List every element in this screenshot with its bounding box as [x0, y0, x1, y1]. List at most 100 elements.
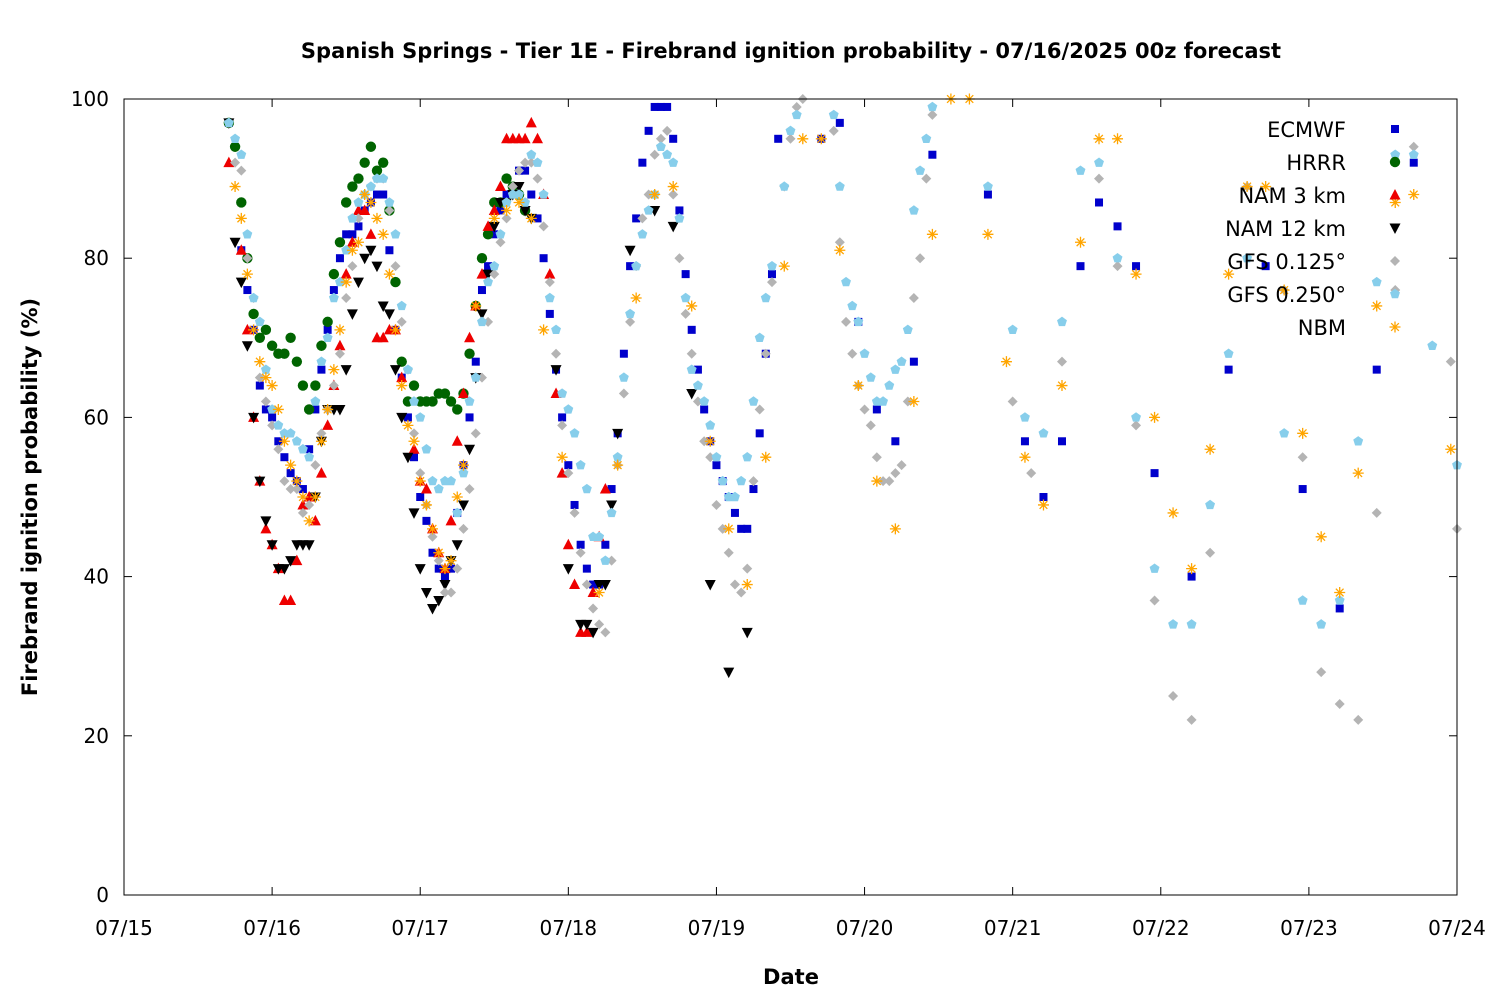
- data-point: [908, 205, 919, 215]
- data-point: [348, 230, 357, 239]
- data-point: [476, 372, 487, 383]
- data-point: [791, 101, 802, 112]
- data-point: [730, 508, 739, 517]
- data-point: [297, 507, 308, 518]
- data-point: [427, 603, 439, 615]
- data-point: [644, 126, 653, 135]
- data-point: [440, 572, 449, 581]
- data-point: [420, 483, 432, 494]
- legend-item: NAM 3 km: [1238, 184, 1401, 208]
- legend-marker: [1389, 321, 1401, 333]
- data-point: [273, 444, 284, 455]
- data-point: [982, 228, 994, 240]
- data-point: [476, 268, 488, 279]
- legend-item: HRRR: [1286, 151, 1401, 175]
- data-point: [1007, 396, 1018, 407]
- data-point: [433, 547, 445, 559]
- data-point: [352, 277, 364, 289]
- data-point: [285, 556, 297, 567]
- data-point: [446, 475, 456, 486]
- data-point: [915, 165, 926, 175]
- data-point: [353, 173, 364, 184]
- data-point: [365, 181, 376, 191]
- data-point: [667, 181, 679, 193]
- data-point: [1056, 356, 1067, 367]
- data-point: [915, 253, 926, 264]
- data-point: [359, 253, 371, 265]
- data-point: [686, 348, 697, 359]
- data-point: [1445, 356, 1456, 367]
- data-point: [655, 141, 666, 151]
- data-point: [589, 580, 598, 589]
- data-point: [675, 206, 684, 215]
- data-point: [445, 514, 457, 526]
- data-point: [396, 371, 408, 383]
- x-tick-label: 07/22: [1132, 916, 1190, 940]
- data-point: [254, 332, 266, 343]
- data-point: [377, 331, 389, 343]
- data-point: [1168, 619, 1179, 629]
- data-point: [334, 339, 346, 351]
- data-point: [255, 381, 264, 390]
- data-point: [390, 276, 401, 288]
- data-point: [495, 237, 506, 248]
- data-point: [260, 324, 272, 336]
- data-point: [625, 316, 636, 327]
- data-point: [501, 197, 512, 207]
- data-point: [389, 324, 401, 336]
- data-point: [286, 469, 295, 478]
- data-point: [828, 109, 839, 120]
- data-point: [274, 437, 283, 446]
- data-point: [828, 125, 839, 136]
- data-point: [1205, 499, 1216, 510]
- data-point: [663, 102, 672, 111]
- data-point: [1334, 587, 1346, 599]
- data-point: [779, 181, 790, 191]
- legend-label: NBM: [1298, 316, 1346, 340]
- data-point: [465, 413, 474, 422]
- data-point: [402, 419, 414, 431]
- data-point: [570, 500, 579, 509]
- data-point: [749, 485, 758, 494]
- data-point: [248, 324, 260, 336]
- data-point: [1168, 691, 1179, 701]
- data-point: [606, 507, 617, 518]
- data-point: [229, 141, 241, 152]
- legend-marker: [1391, 125, 1399, 133]
- data-point: [452, 563, 463, 574]
- data-point: [983, 190, 992, 199]
- data-point: [310, 396, 321, 406]
- data-point: [1371, 300, 1383, 312]
- data-point: [1204, 443, 1216, 455]
- data-point: [520, 157, 531, 168]
- data-point: [340, 276, 352, 288]
- data-point: [248, 308, 259, 320]
- data-point: [730, 491, 740, 502]
- data-point: [1131, 420, 1142, 431]
- data-point: [859, 348, 870, 358]
- data-point: [236, 197, 247, 208]
- data-point: [1057, 316, 1067, 327]
- data-point: [525, 212, 537, 224]
- data-point: [365, 228, 377, 239]
- data-point: [928, 150, 937, 159]
- data-point: [1187, 572, 1196, 581]
- data-point: [241, 323, 253, 335]
- data-point: [1223, 268, 1235, 280]
- data-point: [414, 564, 426, 575]
- data-point: [390, 261, 401, 272]
- data-point: [383, 268, 395, 280]
- data-point: [835, 118, 844, 127]
- data-point: [502, 190, 511, 199]
- data-point: [266, 380, 278, 392]
- data-point: [365, 245, 377, 257]
- data-point: [297, 498, 309, 510]
- data-point: [297, 491, 309, 503]
- data-point: [581, 626, 593, 637]
- data-point: [767, 270, 776, 279]
- data-point: [488, 212, 500, 224]
- data-point: [1075, 236, 1086, 248]
- data-point: [1093, 133, 1105, 145]
- data-point: [871, 475, 883, 487]
- data-point: [422, 516, 431, 525]
